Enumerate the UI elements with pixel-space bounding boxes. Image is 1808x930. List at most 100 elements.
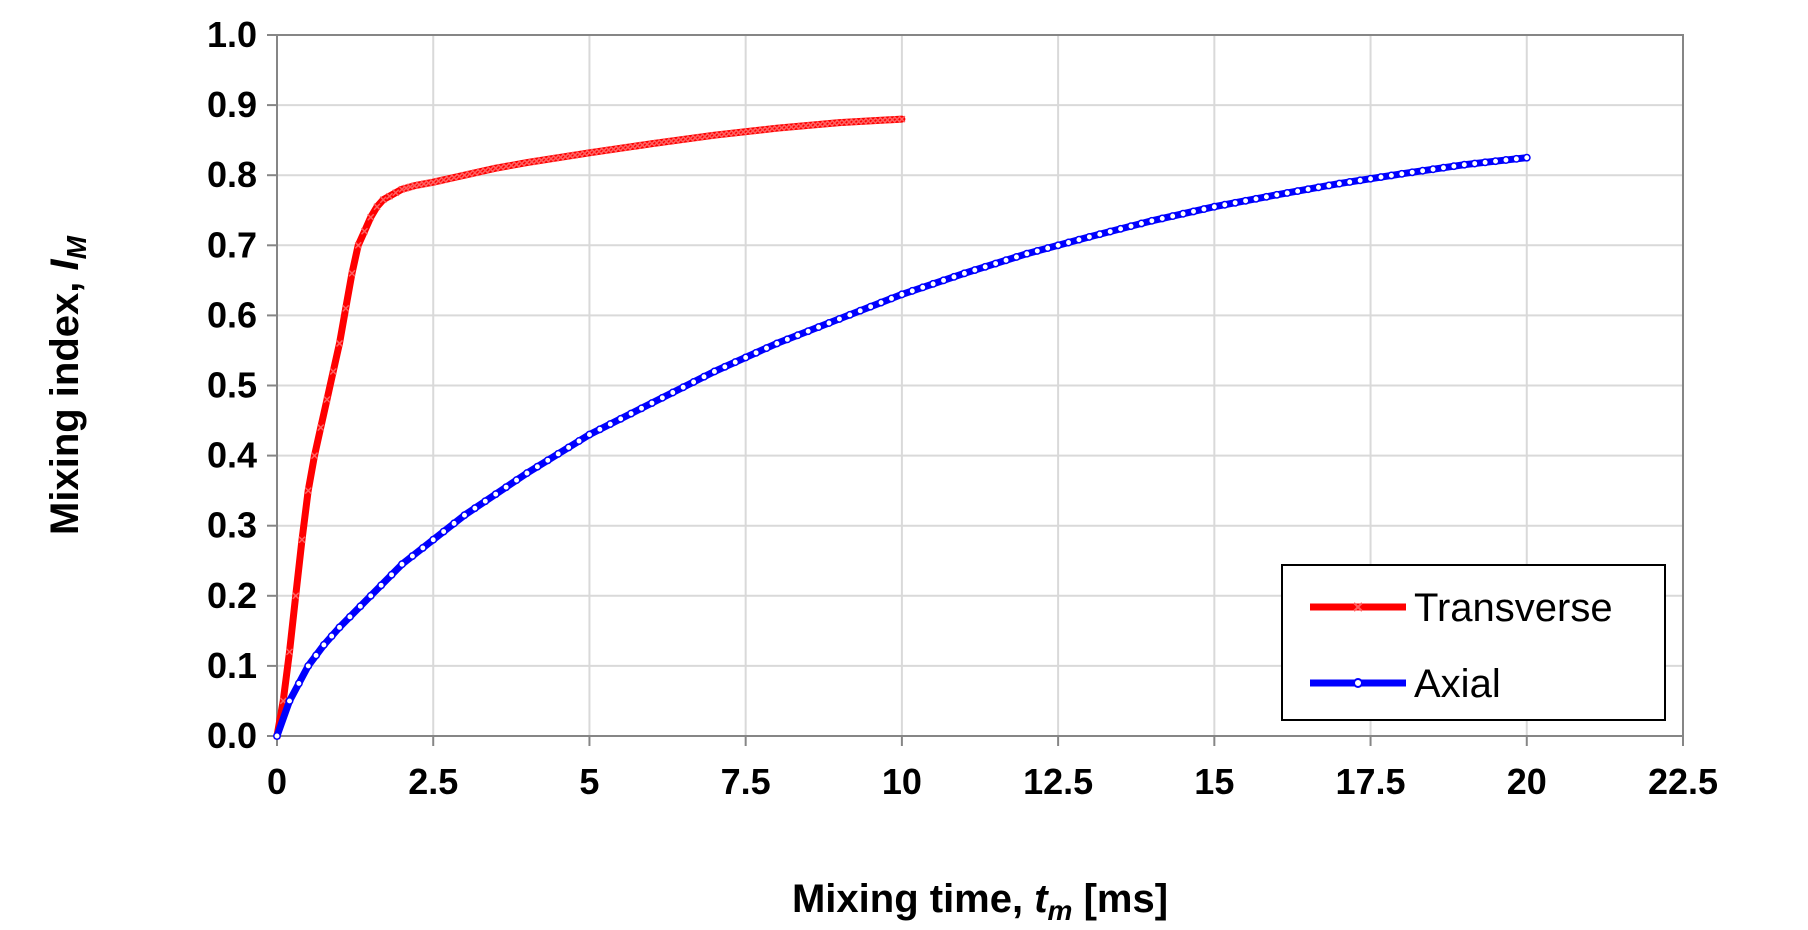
data-point	[476, 168, 484, 176]
data-point	[1033, 246, 1042, 255]
data-point	[1147, 216, 1156, 225]
data-point	[825, 319, 833, 327]
data-point	[481, 497, 490, 506]
data-point	[319, 640, 328, 649]
data-point	[668, 388, 677, 397]
data-point	[1356, 176, 1365, 185]
data-point	[1470, 159, 1479, 168]
data-point	[1064, 238, 1073, 247]
data-point	[887, 294, 896, 303]
x-tick-label: 22.5	[1648, 761, 1718, 802]
y-axis-title-main: Mixing index,	[43, 270, 87, 534]
data-point	[1179, 209, 1188, 218]
data-point	[492, 164, 500, 172]
legend-marker	[1353, 678, 1363, 688]
y-tick-label: 0.7	[207, 224, 257, 265]
data-point	[348, 269, 356, 277]
data-point	[970, 266, 979, 275]
data-point	[554, 449, 563, 458]
x-tick-label: 5	[579, 761, 599, 802]
y-tick-label: 0.5	[207, 365, 257, 406]
data-point	[366, 591, 375, 600]
data-point	[627, 409, 636, 418]
data-point	[377, 581, 386, 590]
data-point	[845, 310, 854, 319]
data-point	[345, 612, 354, 621]
data-point	[647, 399, 656, 407]
data-point	[1293, 187, 1302, 196]
data-point	[1199, 205, 1208, 214]
data-point	[1241, 196, 1250, 205]
x-axis-title-var: t	[1034, 877, 1049, 921]
data-point	[1220, 200, 1229, 209]
data-point	[908, 286, 917, 295]
data-point	[518, 159, 526, 168]
y-tick-label: 0.2	[207, 575, 257, 616]
data-point	[455, 172, 463, 180]
data-point	[793, 331, 802, 340]
x-axis-title: Mixing time, tm [ms]	[792, 877, 1168, 926]
x-tick-label: 0	[267, 761, 287, 802]
data-point	[700, 372, 708, 381]
data-point	[304, 487, 312, 495]
data-point	[440, 176, 448, 184]
data-point	[939, 276, 948, 285]
data-point	[929, 279, 938, 288]
data-point	[1262, 192, 1271, 201]
data-point	[502, 483, 511, 492]
data-point	[1460, 160, 1469, 169]
series-layer	[273, 115, 1531, 740]
data-point	[460, 171, 468, 179]
data-point	[273, 732, 281, 740]
data-point	[1085, 232, 1094, 241]
data-point	[304, 661, 313, 670]
data-point	[1512, 154, 1521, 163]
data-point	[762, 344, 771, 353]
data-point	[720, 362, 729, 371]
data-point	[285, 648, 294, 656]
data-point	[991, 259, 1000, 268]
x-tick-label: 10	[882, 761, 922, 802]
series-axial	[273, 153, 1531, 740]
y-tick-label: 1.0	[207, 14, 257, 55]
data-point	[317, 424, 325, 432]
data-point	[866, 302, 875, 311]
data-point	[335, 339, 344, 347]
data-point	[292, 592, 300, 600]
data-point	[460, 511, 469, 520]
data-point	[1127, 222, 1135, 231]
data-point	[564, 443, 573, 452]
legend: Transverse Axial	[1281, 564, 1666, 721]
data-point	[486, 165, 495, 173]
data-point	[481, 166, 489, 175]
x-tick-label: 2.5	[408, 761, 458, 802]
legend-marker	[1353, 602, 1363, 612]
data-point	[335, 623, 344, 632]
data-point	[1137, 219, 1146, 228]
data-point	[310, 452, 319, 460]
data-point	[356, 602, 365, 611]
data-point	[1335, 179, 1344, 188]
data-point	[1043, 244, 1052, 253]
y-tick-label: 0.4	[207, 435, 257, 476]
x-axis-ticks: 0 2.5 5 7.5 10 12.5 15 17.5 20 22.5	[267, 736, 1718, 802]
data-point	[877, 298, 886, 307]
data-point	[637, 404, 646, 413]
data-point	[367, 213, 375, 221]
data-point	[1491, 157, 1500, 166]
data-point	[772, 339, 781, 348]
data-point	[1231, 198, 1240, 207]
data-point	[1501, 156, 1510, 164]
data-point	[1168, 212, 1177, 221]
data-point	[434, 177, 442, 185]
data-point	[342, 304, 350, 312]
data-point	[741, 353, 750, 362]
data-point	[606, 420, 615, 429]
data-point	[450, 519, 459, 528]
data-point	[835, 314, 844, 323]
x-axis-title-sub: m	[1048, 895, 1073, 926]
data-point	[497, 163, 505, 171]
y-tick-label: 0.0	[207, 715, 257, 756]
legend-item-transverse: Transverse	[1310, 586, 1613, 630]
